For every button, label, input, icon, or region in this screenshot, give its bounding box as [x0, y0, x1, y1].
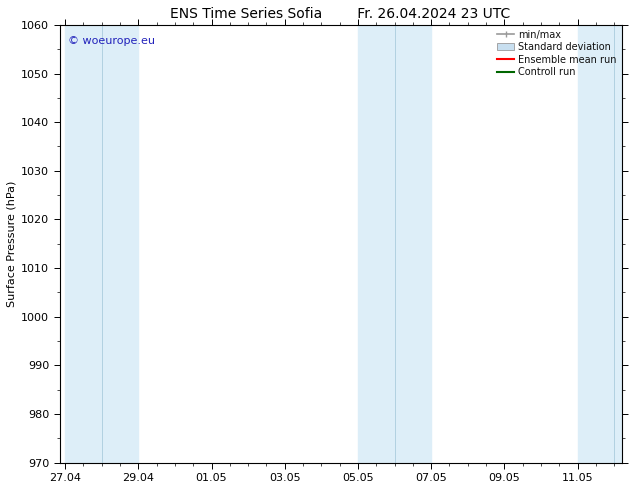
Bar — [614, 25, 621, 463]
Bar — [101, 25, 138, 463]
Title: ENS Time Series Sofia        Fr. 26.04.2024 23 UTC: ENS Time Series Sofia Fr. 26.04.2024 23 … — [171, 7, 511, 21]
Bar — [394, 25, 431, 463]
Bar — [578, 25, 614, 463]
Text: © woeurope.eu: © woeurope.eu — [68, 36, 155, 46]
Bar — [65, 25, 101, 463]
Legend: min/max, Standard deviation, Ensemble mean run, Controll run: min/max, Standard deviation, Ensemble me… — [495, 28, 619, 79]
Bar — [358, 25, 394, 463]
Y-axis label: Surface Pressure (hPa): Surface Pressure (hPa) — [7, 181, 17, 307]
